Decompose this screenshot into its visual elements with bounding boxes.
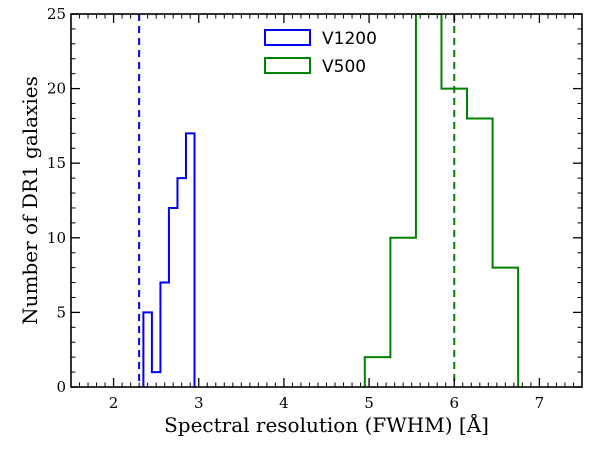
legend-label-v500: V500 (322, 57, 366, 77)
y-tick-label: 25 (47, 5, 66, 23)
bar-v500-4 (467, 118, 493, 387)
y-axis-label: Number of DR1 galaxies (18, 76, 42, 325)
x-tick-label: 4 (279, 394, 289, 412)
histogram-series-v1200 (142, 132, 196, 387)
x-tick-label: 5 (364, 394, 374, 412)
histogram-series-v500 (363, 14, 520, 387)
x-tick-label: 6 (449, 394, 459, 412)
y-tick-label: 0 (56, 378, 66, 396)
plot-area (138, 14, 520, 387)
bar-v1200-3 (169, 208, 178, 387)
bar-v1200-5 (186, 133, 195, 387)
x-tick-label: 7 (535, 394, 545, 412)
x-axis-label: Spectral resolution (FWHM) [Å] (164, 412, 489, 437)
y-tick-label: 10 (47, 229, 66, 247)
bar-v1200-4 (177, 178, 186, 387)
bar-v500-2 (416, 14, 442, 387)
bar-v500-5 (493, 268, 519, 387)
bar-v1200-2 (160, 283, 169, 387)
legend-swatch-v500 (264, 57, 311, 74)
legend-swatch-v1200 (264, 29, 311, 46)
legend: V1200 V500 (264, 29, 377, 77)
axes: 2 3 4 5 6 7 0 5 10 15 20 25 (47, 5, 583, 412)
bar-v500-1 (390, 238, 416, 387)
x-tick-label: 2 (109, 394, 119, 412)
y-tick-label: 5 (56, 303, 66, 321)
y-tick-label: 20 (47, 80, 66, 98)
y-tick-label: 15 (47, 154, 66, 172)
x-tick-label: 3 (194, 394, 204, 412)
bar-v1200-0 (143, 312, 152, 387)
legend-label-v1200: V1200 (322, 29, 377, 49)
